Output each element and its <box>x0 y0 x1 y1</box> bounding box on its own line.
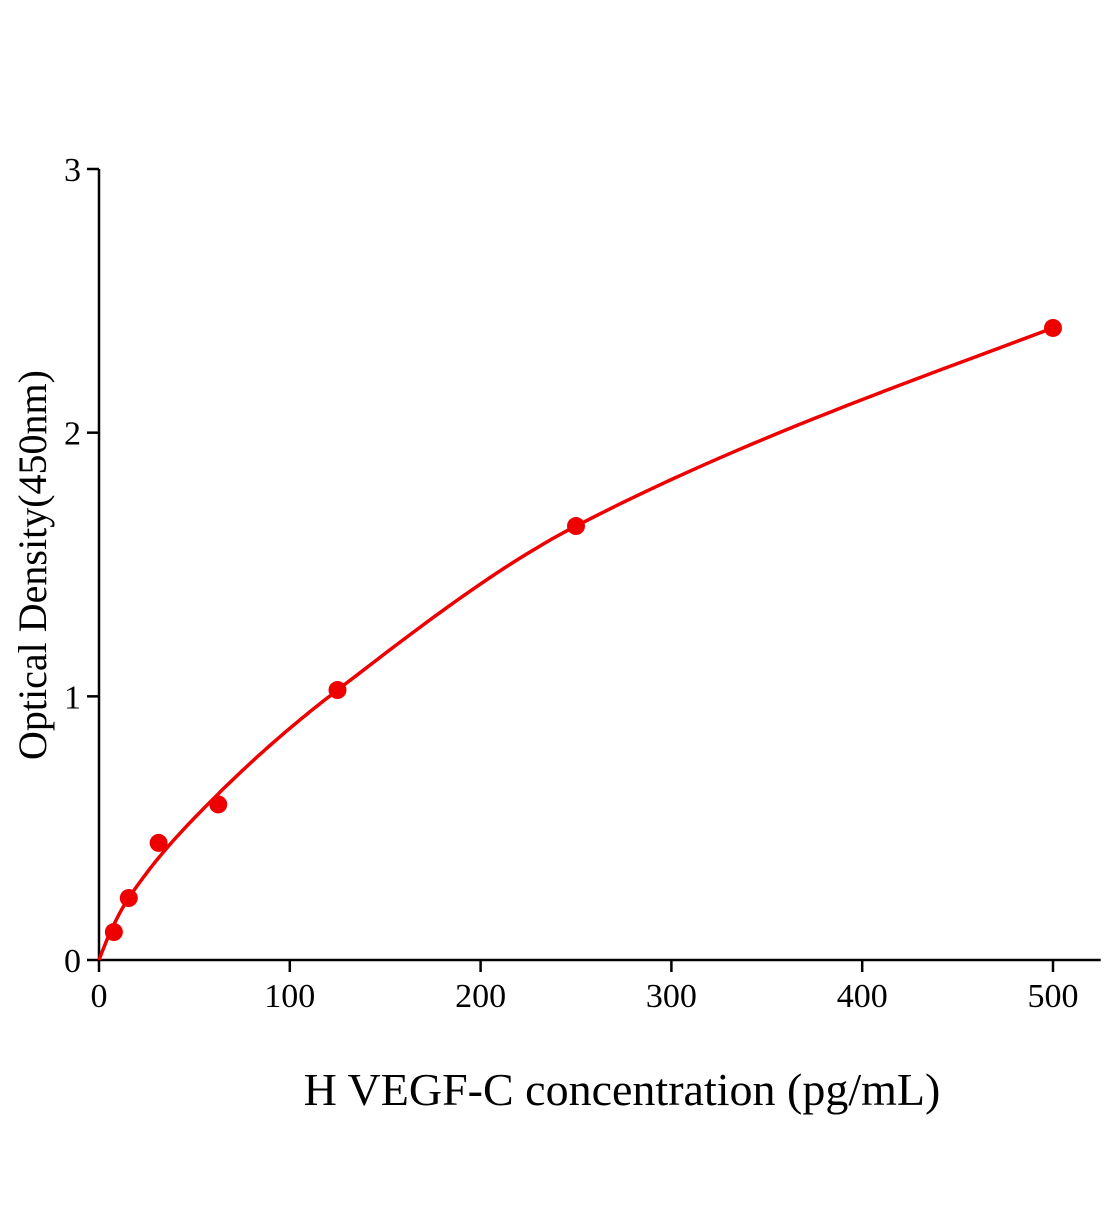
data-point <box>567 517 585 536</box>
x-tick-label: 500 <box>1028 978 1079 1015</box>
x-tick-label: 0 <box>91 978 108 1015</box>
y-tick-label: 3 <box>64 152 81 189</box>
x-tick-label: 100 <box>264 978 315 1015</box>
y-tick-label: 1 <box>64 679 81 716</box>
fit-curve <box>97 326 1054 961</box>
y-tick-label: 0 <box>64 943 81 980</box>
data-point <box>149 833 168 852</box>
data-point <box>1044 318 1062 337</box>
x-axis-label: H VEGF-C concentration (pg/mL) <box>304 1064 941 1115</box>
axes: 0 100 200 300 400 500 0 1 2 3 <box>64 152 1101 1015</box>
x-tick-label: 200 <box>455 978 506 1015</box>
y-tick-label: 2 <box>64 416 81 453</box>
data-point <box>119 889 138 908</box>
data-point <box>328 681 347 700</box>
data-point <box>104 923 123 942</box>
y-axis-label: Optical Density(450nm) <box>10 370 55 760</box>
x-tick-label: 300 <box>646 978 697 1015</box>
data-points <box>104 318 1062 942</box>
x-tick-label: 400 <box>837 978 888 1015</box>
data-point <box>209 795 228 814</box>
